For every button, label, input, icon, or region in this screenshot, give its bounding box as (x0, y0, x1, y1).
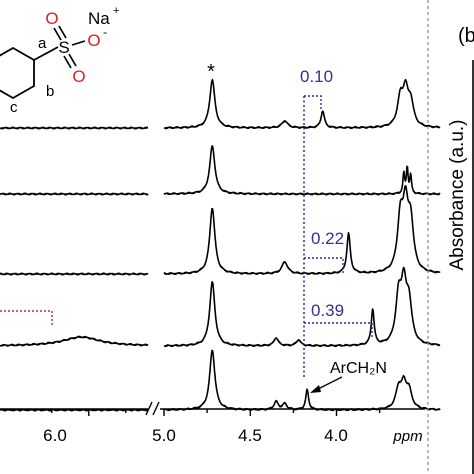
x-tick-4-5: 4.5 (238, 426, 262, 445)
nmr-trace-5-right (163, 349, 441, 412)
shift-bracket-0-10 (304, 95, 322, 110)
nmr-traces (0, 78, 441, 412)
shift-label-0-39: 0.39 (311, 301, 344, 320)
nmr-trace-2-left (0, 192, 149, 196)
x-tick-5-0: 5.0 (152, 426, 176, 445)
position-label-c: c (10, 99, 18, 116)
shift-bracket-0-39 (304, 322, 373, 338)
sodium-charge: + (113, 5, 119, 17)
benzene-ring (0, 46, 35, 100)
sulfur-atom: S (58, 38, 69, 57)
solvent-asterisk: * (207, 61, 215, 83)
x-tick-4-0: 4.0 (324, 426, 348, 445)
broad-peak-bracket (0, 310, 53, 326)
s-o-bottom-bond-1 (63, 55, 72, 69)
oxygen-charge: - (103, 25, 107, 39)
sodium-counterion: Na (88, 9, 110, 28)
benzenesulfonate-structure: S O O O Na + - a b c (0, 5, 119, 116)
axis-break-mark-1 (145, 401, 153, 416)
oxygen-minus: O (87, 31, 100, 50)
position-label-a: a (38, 35, 47, 52)
x-axis-unit-ppm: ppm (392, 428, 422, 445)
right-panel-y-label: Absorbance (a.u.) (447, 119, 468, 270)
nmr-trace-3-right (163, 185, 441, 276)
shift-bracket-0-22 (304, 257, 344, 273)
x-tick-6-0: 6.0 (43, 426, 67, 445)
oxygen-top: O (45, 9, 58, 28)
s-o-top-bond-1 (53, 27, 62, 41)
s-o-bottom-bond-2 (68, 53, 77, 67)
nmr-trace-1-right (163, 78, 441, 130)
s-o-minus-bond (71, 40, 86, 46)
position-label-b: b (46, 83, 54, 100)
ring-to-sulfur-bond (33, 46, 59, 61)
nmr-trace-4-right (163, 266, 441, 348)
arch2n-arrowhead (310, 385, 321, 393)
nmr-trace-4-left (0, 335, 149, 347)
arch2n-arrow-shaft (315, 376, 343, 391)
arch2n-label: ArCH₂N (330, 360, 387, 377)
oxygen-bottom: O (72, 67, 85, 86)
nmr-trace-3-left (0, 272, 149, 276)
nmr-trace-2-right (163, 145, 441, 196)
shift-label-0-10: 0.10 (300, 67, 333, 86)
shift-brackets (304, 95, 373, 338)
shift-label-0-22: 0.22 (311, 229, 344, 248)
axis-break-mark-2 (152, 401, 160, 416)
x-axis-ticks (51, 409, 381, 416)
panel-label-b: (b (458, 25, 474, 47)
x-axis (0, 401, 425, 416)
nmr-trace-1-left (0, 126, 149, 130)
s-o-top-bond-2 (58, 25, 67, 39)
